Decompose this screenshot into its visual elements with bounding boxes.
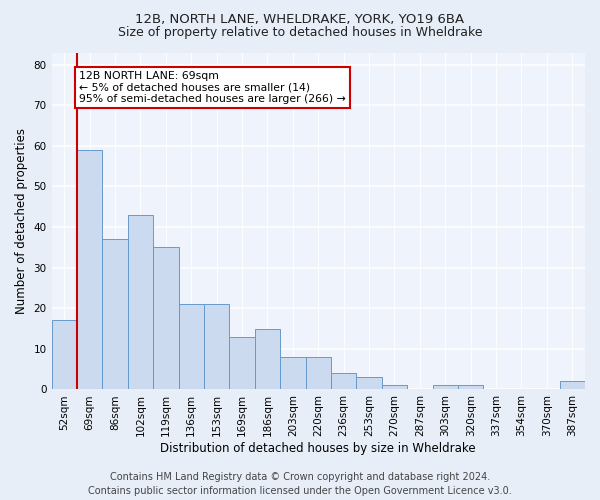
Bar <box>305 357 331 390</box>
Bar <box>356 378 382 390</box>
Bar <box>204 304 229 390</box>
Bar <box>103 239 128 390</box>
Bar <box>382 386 407 390</box>
Bar <box>153 248 179 390</box>
Bar <box>52 320 77 390</box>
Text: Contains HM Land Registry data © Crown copyright and database right 2024.
Contai: Contains HM Land Registry data © Crown c… <box>88 472 512 496</box>
Text: 12B, NORTH LANE, WHELDRAKE, YORK, YO19 6BA: 12B, NORTH LANE, WHELDRAKE, YORK, YO19 6… <box>136 12 464 26</box>
Bar <box>433 386 458 390</box>
Bar <box>179 304 204 390</box>
Text: 12B NORTH LANE: 69sqm
← 5% of detached houses are smaller (14)
95% of semi-detac: 12B NORTH LANE: 69sqm ← 5% of detached h… <box>79 71 346 104</box>
Bar <box>280 357 305 390</box>
Bar <box>255 328 280 390</box>
Bar <box>128 215 153 390</box>
Y-axis label: Number of detached properties: Number of detached properties <box>15 128 28 314</box>
Text: Size of property relative to detached houses in Wheldrake: Size of property relative to detached ho… <box>118 26 482 39</box>
Bar <box>77 150 103 390</box>
Bar <box>458 386 484 390</box>
X-axis label: Distribution of detached houses by size in Wheldrake: Distribution of detached houses by size … <box>160 442 476 455</box>
Bar <box>560 382 585 390</box>
Bar <box>331 373 356 390</box>
Bar <box>229 336 255 390</box>
